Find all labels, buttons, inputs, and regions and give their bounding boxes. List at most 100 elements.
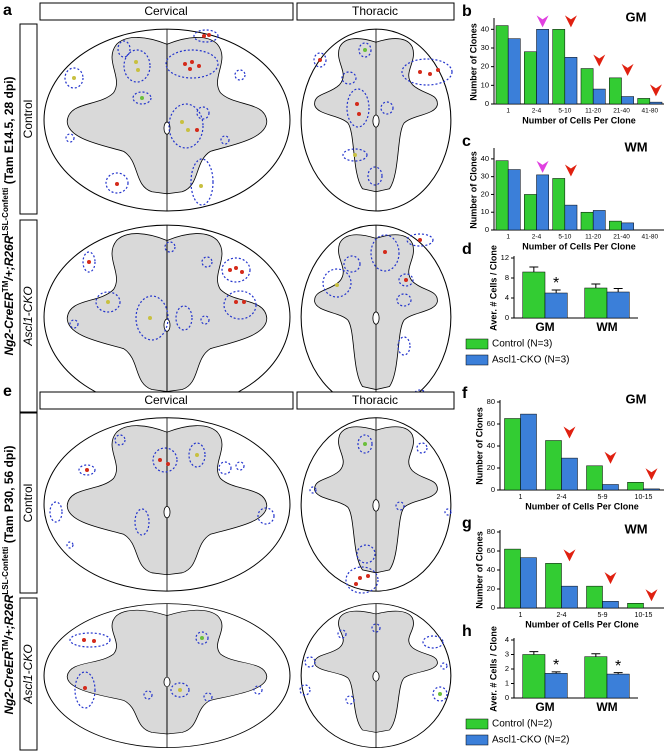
- cervical-section: [43, 28, 291, 212]
- y-tick-label: 0: [485, 99, 489, 108]
- region-header: Thoracic: [352, 4, 398, 18]
- panel-letter: g: [462, 515, 472, 532]
- bar: [524, 194, 537, 231]
- x-axis-label: Number of Cells Per Clone: [525, 619, 639, 629]
- x-tick-label: 21-40: [613, 234, 630, 241]
- error-bar: [591, 653, 601, 657]
- x-tick-label: 10-15: [635, 494, 653, 501]
- region-header: Thoracic: [352, 393, 398, 407]
- bar: [627, 603, 644, 609]
- row-box: [19, 219, 38, 413]
- y-tick-label: 0: [491, 603, 495, 612]
- x-tick-label: 10-15: [635, 612, 653, 619]
- x-tick-label: 5-10: [558, 234, 571, 241]
- bar: [592, 210, 606, 231]
- x-tick-label: 2-4: [556, 612, 566, 619]
- genotype-sup: TM: [1, 280, 10, 292]
- header-box: [39, 391, 294, 410]
- bar: [564, 57, 578, 105]
- bar: [495, 160, 509, 231]
- panel-letter: d: [462, 241, 472, 258]
- x-tick-label: 1: [519, 612, 523, 619]
- arrow: [621, 63, 634, 76]
- row-label: Ascl1-CKO: [21, 286, 35, 346]
- arrow: [564, 15, 577, 28]
- genotype-sup: LSL-Confetti: [1, 547, 10, 595]
- x-tick-label: 2-4: [532, 108, 542, 115]
- x-tick-label: 41-80: [642, 234, 659, 241]
- y-tick-label: 60: [487, 546, 495, 555]
- arrow: [563, 549, 576, 562]
- panel-letter: a: [3, 2, 12, 19]
- cervical-section: [43, 417, 291, 592]
- y-tick-label: 8: [505, 273, 509, 282]
- bar: [507, 169, 521, 231]
- bar: [552, 29, 566, 105]
- arrow: [649, 84, 662, 97]
- bar: [584, 287, 608, 319]
- y-tick-label: 4: [505, 293, 509, 302]
- x-tick-label: 1: [506, 108, 510, 115]
- y-tick-label: 0: [485, 225, 489, 234]
- legend-swatch: [465, 734, 489, 746]
- arrow: [604, 451, 617, 464]
- chart-title: GM: [626, 9, 647, 24]
- genotype-part: /+;R26R: [2, 594, 16, 640]
- bar: [586, 465, 603, 491]
- bar: [602, 484, 619, 491]
- bar: [592, 88, 606, 105]
- panel-letter: h: [462, 623, 472, 640]
- bar: [609, 220, 622, 231]
- significance-mark: *: [615, 658, 621, 675]
- x-tick-label: 5-10: [558, 108, 571, 115]
- panel-letter: c: [462, 133, 471, 150]
- chart-title: WM: [624, 521, 647, 536]
- y-tick-label: 80: [487, 397, 495, 406]
- error-bar: [551, 289, 561, 293]
- thoracic-section: [300, 224, 452, 410]
- bar: [507, 38, 521, 105]
- y-tick-label: 12: [501, 253, 509, 262]
- x-tick-label: WM: [596, 320, 617, 334]
- error-bar: [613, 672, 623, 675]
- bar: [586, 585, 603, 609]
- legend-swatch: [465, 338, 489, 350]
- bar: [637, 98, 651, 105]
- genotype-sup: LSL-Confetti: [1, 188, 10, 236]
- legend-label: Control (N=3): [492, 339, 552, 350]
- y-tick-label: 40: [487, 441, 495, 450]
- region-header: Cervical: [144, 393, 187, 407]
- legend-swatch: [465, 718, 489, 730]
- arrow: [564, 164, 577, 177]
- y-tick-label: 30: [481, 43, 489, 52]
- region-header: Cervical: [144, 4, 187, 18]
- error-bar: [529, 651, 539, 655]
- y-tick-label: 20: [481, 189, 489, 198]
- bar: [495, 25, 509, 105]
- genotype-part: (Tam P30, 56 dpi): [2, 445, 16, 546]
- bar: [621, 96, 634, 105]
- bar: [504, 548, 521, 609]
- header-box: [296, 2, 455, 21]
- chart-title: GM: [626, 391, 647, 406]
- clones: [49, 434, 452, 709]
- panel-letter: b: [462, 3, 472, 20]
- y-tick-label: 0: [505, 313, 509, 322]
- x-tick-label: 21-40: [613, 108, 630, 115]
- y-tick-label: 0: [491, 485, 495, 494]
- arrow: [645, 468, 658, 481]
- legend-swatch: [465, 354, 489, 366]
- genotype-part: Ng2-CreER: [2, 292, 16, 356]
- y-tick-label: 20: [487, 463, 495, 472]
- bar: [520, 413, 537, 491]
- bar: [544, 292, 568, 319]
- row-label: Control: [21, 484, 35, 523]
- bar: [606, 291, 630, 319]
- genotype-part: (Tam E14.5, 28 dpi): [2, 76, 16, 187]
- x-tick-label: GM: [535, 700, 554, 714]
- panel-letter: f: [462, 385, 468, 402]
- legend-label: Ascl1-CKO (N=2): [492, 735, 570, 746]
- arrow: [536, 160, 549, 173]
- bar: [536, 174, 549, 231]
- x-tick-label: 5-9: [597, 612, 607, 619]
